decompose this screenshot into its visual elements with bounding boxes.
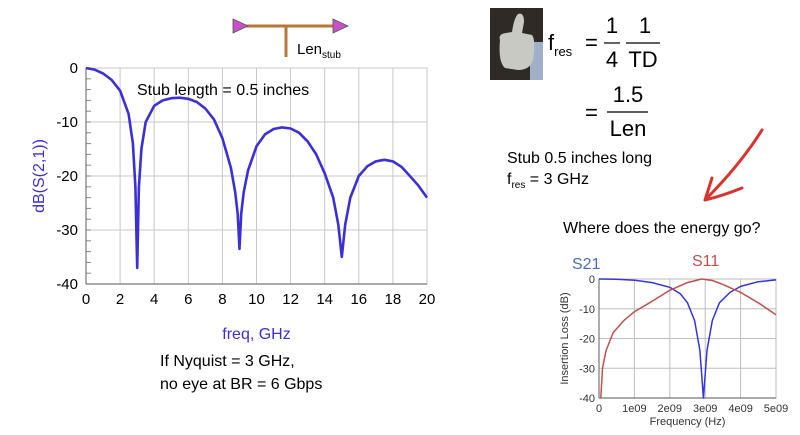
x-tick-label: 12	[282, 291, 299, 308]
formula-equals-1: =	[585, 30, 598, 55]
fres-note: fres = 3 GHz	[507, 171, 589, 191]
x-tick-label: 6	[184, 291, 192, 308]
formula-num-2: 1	[639, 13, 651, 38]
formula-num-1: 1	[606, 13, 618, 38]
port-left-icon	[232, 18, 249, 34]
stub-length-note: Stub 0.5 inches long	[507, 150, 652, 167]
main-chart: 0 2 4 6 8 10 12 14 16 18 20 0 -10 -20 -30 -40 freq, GHz d…	[31, 60, 435, 343]
y-axis-title: dB(S(2,1))	[31, 139, 48, 213]
y-tick-label: -40	[56, 276, 78, 293]
y-tick-label: -30	[56, 222, 78, 239]
y-tick-label: 0	[589, 274, 595, 286]
y-tick-label: -10	[56, 114, 78, 131]
hand-drawn-arrow-icon	[703, 128, 764, 202]
x-tick-label: 8	[218, 291, 226, 308]
x-tick-label: 0	[596, 403, 602, 415]
formula-den-2: TD	[628, 47, 657, 72]
y-tick-label: -20	[56, 168, 78, 185]
stub-label: Lenstub	[297, 41, 341, 61]
x-tick-label: 4	[150, 291, 158, 308]
x-tick-label: 2	[116, 291, 124, 308]
x-tick-label: 0	[82, 291, 90, 308]
x-axis-title: Frequency (Hz)	[650, 416, 726, 428]
port-right-icon	[332, 18, 349, 34]
y-tick-label: -20	[579, 334, 595, 346]
x-tick-label: 2e09	[658, 403, 682, 415]
stub-schematic: Lenstub	[232, 18, 349, 61]
series-line-s21	[598, 278, 777, 399]
x-tick-label: 14	[316, 291, 333, 308]
y-axis-title: Insertion Loss (dB)	[559, 292, 571, 384]
energy-question: Where does the energy go?	[563, 220, 761, 237]
formula-equals-2: =	[585, 100, 598, 125]
y-tick-label: -40	[579, 393, 595, 405]
x-tick-label: 18	[385, 291, 402, 308]
formula-den-1: 4	[606, 47, 618, 72]
resonance-formula: fres = 1 4 1 TD = 1.5 Len	[548, 13, 660, 141]
x-tick-label: 5e09	[764, 403, 788, 415]
x-tick-label: 1e09	[622, 403, 646, 415]
formula-num-3: 1.5	[613, 82, 644, 107]
y-tick-label: 0	[70, 60, 78, 77]
x-tick-label: 20	[419, 291, 436, 308]
formula-f: fres	[548, 30, 573, 59]
x-tick-label: 4e09	[728, 403, 752, 415]
series-line-dbs21	[85, 66, 429, 270]
y-tick-label: -10	[579, 304, 595, 316]
legend-s21: S21	[572, 256, 601, 273]
formula-den-3: Len	[610, 116, 647, 141]
insertion-loss-chart: 0 1e09 2e09 3e09 4e09 5e09 0 -10 -20 -30 -40 Freque…	[559, 274, 788, 428]
series-line-s11	[600, 278, 777, 399]
x-tick-label: 10	[248, 291, 265, 308]
x-tick-label: 3e09	[693, 403, 717, 415]
y-tick-label: -30	[579, 363, 595, 375]
stub-length-annotation: Stub length = 0.5 inches	[137, 82, 309, 99]
x-axis-title: freq, GHz	[222, 326, 290, 343]
caption-line-1: If Nyquist = 3 GHz,	[160, 353, 295, 370]
x-tick-label: 16	[350, 291, 367, 308]
thumbs-up-photo	[490, 8, 543, 80]
caption-line-2: no eye at BR = 6 Gbps	[160, 376, 322, 393]
legend-s11: S11	[692, 253, 719, 270]
